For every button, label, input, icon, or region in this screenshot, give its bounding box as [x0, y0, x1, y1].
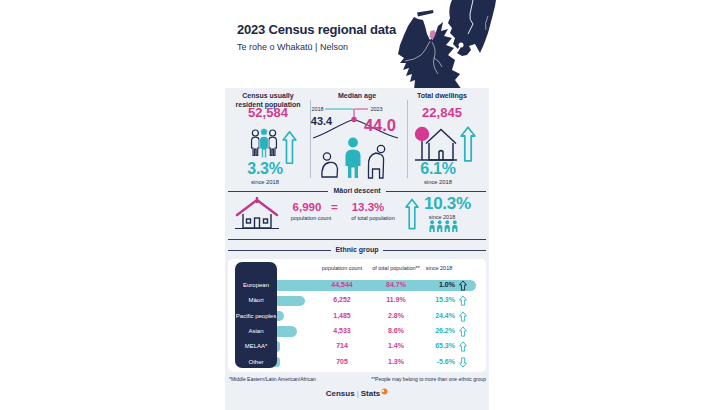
ethnic-count: 714 [336, 342, 348, 349]
adult-icon [346, 138, 361, 178]
north-island-shape [448, 0, 496, 56]
ethnic-change: 15.3% [418, 296, 455, 303]
people-group-icon [249, 126, 279, 158]
ethnic-change: 24.4% [418, 312, 455, 319]
trend-arrow-icon [459, 326, 467, 337]
maori-percent: 13.3% [338, 201, 398, 213]
baby-icon [322, 153, 338, 177]
maori-percent-label: of total population [343, 215, 403, 221]
ethnic-percent: 2.8% [388, 312, 404, 319]
median-age-label: Median age [317, 91, 397, 100]
ethnic-count: 705 [336, 358, 348, 365]
ethnic-percent: 1.3% [388, 358, 404, 365]
page-title: 2023 Census regional data [237, 22, 396, 37]
statsnz-mark-icon [381, 388, 388, 395]
dwellings-since: since 2018 [398, 179, 478, 185]
divider [383, 250, 486, 251]
ethnic-count: 6,252 [333, 296, 351, 303]
ethnic-count: 4,533 [333, 327, 351, 334]
up-arrow-icon [405, 198, 419, 230]
census-logo-text: Census [326, 389, 355, 398]
ethnic-change: 1.0% [418, 281, 455, 288]
year-now: 2023 [370, 106, 382, 112]
median-age-prev: 43.4 [311, 115, 333, 127]
maori-count-label: population count [281, 215, 341, 221]
trend-arrow-icon [459, 295, 467, 306]
nz-region-map [395, 0, 496, 90]
median-age-now: 44.0 [364, 116, 396, 134]
ethnic-bar [273, 296, 305, 307]
ethnic-label: Pacific peoples [235, 313, 277, 319]
maori-descent-title: Māori descent [225, 187, 489, 194]
footer-logo: Census|Stats [225, 388, 489, 398]
ethnic-label: Asian [235, 328, 277, 334]
ethnic-label: European [235, 282, 277, 288]
trend-arrow-icon [459, 280, 467, 291]
dwellings-value: 22,845 [402, 105, 482, 120]
small-people-icon [428, 220, 459, 232]
trend-arrow-icon [459, 311, 467, 322]
median-age-graphic: 2018 2023 43.4 44.0 [309, 103, 406, 185]
divider [228, 239, 486, 240]
population-change: 3.3% [225, 160, 305, 178]
trend-arrow-icon [459, 357, 467, 368]
ethnic-change: 65.3% [418, 342, 455, 349]
population-value: 52,584 [228, 105, 308, 120]
maori-since: since 2018 [422, 214, 462, 220]
ethnic-percent: 8.6% [388, 327, 404, 334]
ethnic-card: population count of total population** s… [228, 259, 486, 372]
ethnic-percent: 84.7% [386, 281, 406, 288]
ethnic-count: 44,544 [331, 281, 352, 288]
median-dot [351, 117, 356, 122]
dwellings-change: 6.1% [398, 160, 478, 178]
dwellings-label: Total dwellings [402, 91, 482, 100]
col-header-count: population count [322, 265, 362, 271]
stats-logo-text: Stats [361, 389, 381, 398]
tree-icon [415, 127, 429, 141]
ethnic-change: 26.2% [418, 327, 455, 334]
ethnic-label: Other [235, 359, 277, 365]
divider [228, 250, 331, 251]
ethnic-label: MELAA* [235, 343, 277, 349]
ethnic-count: 1,485 [333, 312, 351, 319]
house-icon [413, 122, 458, 162]
ethnic-change: -5.6% [418, 358, 455, 365]
ethnic-percent: 1.4% [388, 342, 404, 349]
maori-count: 6,990 [277, 201, 337, 213]
population-since: since 2018 [225, 179, 305, 185]
maori-change: 10.3% [424, 194, 471, 214]
col-header-percent: of total population** [372, 265, 420, 271]
col-header-since: since 2018 [426, 265, 453, 271]
elderly-icon [368, 145, 384, 178]
up-arrow-icon [460, 125, 476, 163]
ethnic-label: Māori [235, 297, 277, 303]
year-prev: 2018 [311, 106, 323, 112]
equals-sign: = [331, 201, 338, 213]
footnote-melaa: *Middle Eastern/Latin American/African [229, 376, 316, 382]
census-infographic: 2023 Census regional data Te rohe o Whak… [225, 0, 489, 410]
ethnic-percent: 11.9% [386, 296, 405, 303]
page-subtitle: Te rohe o Whakatū | Nelson [237, 42, 348, 52]
trend-arrow-icon [459, 341, 467, 352]
marae-icon [235, 197, 279, 234]
footnote-ethnic: **People may belong to more than one eth… [371, 376, 486, 382]
